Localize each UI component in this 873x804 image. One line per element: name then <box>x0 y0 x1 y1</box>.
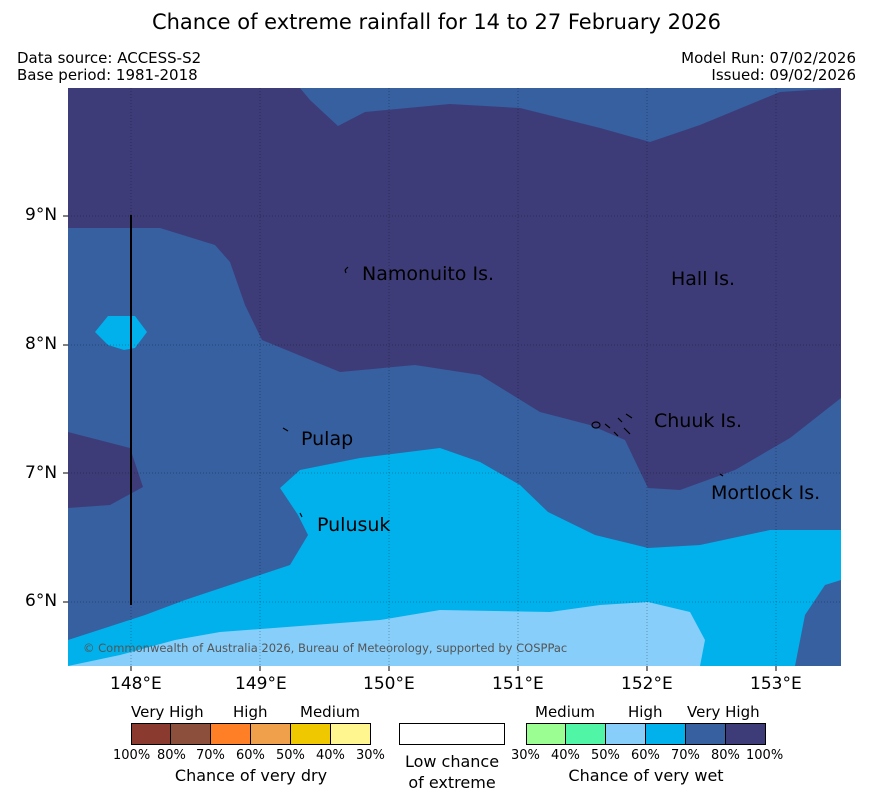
label-mortlock: Mortlock Is. <box>711 482 821 504</box>
lon-tick-149: 149°E <box>235 674 287 694</box>
axis-ticks <box>63 215 777 671</box>
dry-pct-70: 70% <box>196 748 225 763</box>
low-chance-line2: of extreme <box>408 773 496 792</box>
map-title: Chance of extreme rainfall for 14 to 27 … <box>151 10 722 34</box>
wet-swatch-5 <box>686 723 726 745</box>
dry-group-high: High <box>233 703 268 721</box>
dry-swatch-2 <box>171 723 211 745</box>
wet-swatch-4 <box>646 723 686 745</box>
lat-tick-8: 8°N <box>25 334 58 354</box>
lon-tick-148: 148°E <box>110 674 162 694</box>
dry-pct-60: 60% <box>236 748 265 763</box>
low-chance-swatch <box>399 723 505 745</box>
wet-pct-100: 100% <box>746 748 784 763</box>
model-run: Model Run: 07/02/2026 <box>681 49 856 67</box>
dry-pct-80: 80% <box>157 748 186 763</box>
lat-tick-7: 7°N <box>25 463 58 483</box>
wet-pct-30: 30% <box>511 748 540 763</box>
dry-swatch-3 <box>211 723 251 745</box>
wet-pct-80: 80% <box>711 748 740 763</box>
wet-caption: Chance of very wet <box>568 766 724 785</box>
dry-pct-50: 50% <box>276 748 305 763</box>
label-hall: Hall Is. <box>671 268 736 290</box>
dry-pct-30: 30% <box>356 748 385 763</box>
lon-tick-152: 152°E <box>621 674 673 694</box>
issued-date: Issued: 09/02/2026 <box>711 66 856 84</box>
lon-tick-150: 150°E <box>363 674 415 694</box>
wet-swatch-6 <box>726 723 766 745</box>
wet-group-high: High <box>628 703 663 721</box>
wet-pct-60: 60% <box>631 748 660 763</box>
label-pulap: Pulap <box>301 428 354 450</box>
wet-group-medium: Medium <box>535 703 595 721</box>
low-chance-line1: Low chance <box>404 752 500 771</box>
high-region-north <box>300 88 841 142</box>
base-period: Base period: 1981-2018 <box>17 66 198 84</box>
lat-tick-9: 9°N <box>25 205 58 225</box>
dry-swatch-1 <box>131 723 171 745</box>
wet-swatch-2 <box>566 723 606 745</box>
label-chuuk: Chuuk Is. <box>654 410 742 432</box>
dry-swatch-5 <box>291 723 331 745</box>
dry-pct-100: 100% <box>113 748 151 763</box>
wet-swatch-3 <box>606 723 646 745</box>
wet-pct-40: 40% <box>551 748 580 763</box>
wet-pct-70: 70% <box>671 748 700 763</box>
wet-swatch-1 <box>526 723 566 745</box>
dry-caption: Chance of very dry <box>174 766 328 785</box>
dry-swatch-6 <box>331 723 371 745</box>
dry-swatch-4 <box>251 723 291 745</box>
lon-tick-151: 151°E <box>492 674 544 694</box>
data-source: Data source: ACCESS-S2 <box>17 49 202 67</box>
band-60-region <box>68 602 705 666</box>
wet-pct-50: 50% <box>591 748 620 763</box>
islands <box>282 266 724 518</box>
label-namonuito: Namonuito Is. <box>362 263 495 285</box>
lat-tick-6: 6°N <box>25 591 58 611</box>
label-pulusuk: Pulusuk <box>317 514 391 536</box>
wet-group-very-high: Very High <box>687 703 760 721</box>
dry-pct-40: 40% <box>316 748 345 763</box>
lon-tick-153: 153°E <box>750 674 802 694</box>
band-70-blob <box>95 316 147 350</box>
dry-group-very-high: Very High <box>131 703 204 721</box>
dry-group-medium: Medium <box>300 703 360 721</box>
copyright: © Commonwealth of Australia 2026, Bureau… <box>83 641 568 655</box>
